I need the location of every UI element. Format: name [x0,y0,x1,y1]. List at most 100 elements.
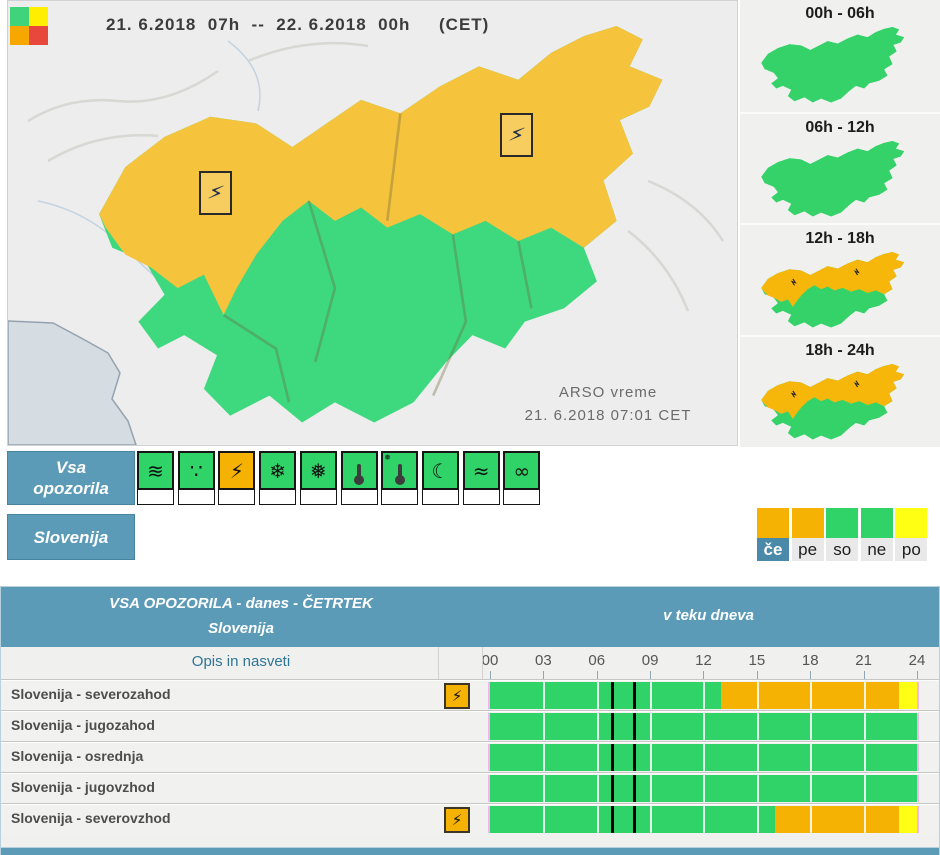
cold-icon: ❅ [381,451,419,490]
region-button[interactable]: Slovenija [7,514,135,560]
table-row: Slovenija - jugovzhod [1,772,939,804]
day-tab-pe[interactable]: pe [791,508,824,561]
day-course-title: v teku dneva [663,607,754,624]
thunderstorm-icon: ⚡ [218,451,256,490]
warning-type-tile-snow-drift[interactable]: ❅ [299,451,337,505]
interval-map-label: 00h - 06h [805,5,875,22]
interval-slovenia-map [761,140,905,217]
day-level-swatch [791,508,824,538]
current-time-mark [610,744,614,771]
wind-icon: ≋ [137,451,174,490]
row-warning-timeline [488,682,919,709]
timeline-gridline [596,713,599,740]
hour-tick [863,671,865,679]
warning-type-tile-snow[interactable]: ❄ [259,451,297,505]
timeline-gridline [756,775,759,802]
credit-source: ARSO vreme [558,384,658,401]
timeline-gridline [543,806,546,833]
legend-swatch-level-orange [10,26,29,45]
slovenia-map [99,26,663,423]
warning-type-tile-heat[interactable] [340,451,378,505]
warning-type-tile-base [259,490,297,505]
current-time-mark [610,775,614,802]
hour-label: 03 [535,652,552,669]
warning-type-tile-base [137,490,174,505]
timeline-gridline [810,713,813,740]
timeline-gridline [543,744,546,771]
hour-tick [703,671,705,679]
legend-swatch-level-red [29,26,48,45]
current-time-mark [633,713,637,740]
row-warning-timeline [488,806,919,833]
current-time-mark [610,713,614,740]
timeline-segment-orange [774,806,900,833]
adriatic-sea [8,320,137,445]
interval-slovenia-map [761,27,905,103]
row-region-label: Slovenija - severovzhod [11,810,171,826]
day-level-swatch [860,508,893,538]
warning-type-tile-wind[interactable]: ≋ [137,451,174,505]
warning-level-legend [10,7,48,45]
day-label: če [757,538,789,561]
timeline-gridline [543,682,546,709]
timeline-gridline [863,775,866,802]
warning-type-tile-thunderstorm[interactable]: ⚡ [218,451,256,505]
interval-map-label: 18h - 24h [805,341,875,359]
day-label: po [895,538,928,561]
current-time-mark [610,806,614,833]
heat-icon [340,451,378,490]
timeline-gridline [810,806,813,833]
warning-type-tile-fog[interactable]: ∞ [503,451,541,505]
table-title: VSA OPOZORILA - danes - ČETRTEK [109,595,373,612]
row-thunderstorm-icon: ⚡ [444,683,470,709]
day-label: pe [791,538,824,561]
all-warnings-button[interactable]: Vsa opozorila [7,451,135,505]
timeline-gridline [810,744,813,771]
all-warnings-label-line1: Vsa [55,458,87,477]
next-table-header-strip [0,847,940,855]
fog-icon: ∞ [503,451,541,490]
timeline-gridline [863,744,866,771]
table-row: Slovenija - jugozahod [1,710,939,742]
timeline-gridline [596,682,599,709]
thermometer-shape [394,463,405,485]
hour-tick [490,671,491,679]
hour-tick [810,671,812,679]
interval-map-cell: 00h - 06h [740,0,940,111]
thermometer-shape [354,463,364,485]
thunderstorm-icon: ⚡ [505,121,528,149]
timeline-gridline [650,775,653,802]
warning-type-tile-base [340,490,378,505]
rain-icon: ∵ [177,451,215,490]
interval-maps-panel: 00h - 06h 06h - 12h 12h - 18h 18h - 24h [740,0,940,447]
warning-type-tile-ice[interactable]: ☾ [421,451,459,505]
day-label: so [826,538,859,561]
timeline-gridline [703,775,706,802]
ice-icon: ☾ [421,451,459,490]
timeline-gridline [863,713,866,740]
row-region-label: Slovenija - jugozahod [11,717,155,733]
hour-label: 18 [801,652,819,669]
warning-type-tile-cold[interactable]: ❅ [381,451,419,505]
row-region-label: Slovenija - osrednja [11,748,144,764]
warning-type-tile-base [218,490,256,505]
day-tab-če[interactable]: če [757,508,789,561]
timeline-gridline [650,806,653,833]
day-level-swatch [826,508,859,538]
day-tab-so[interactable]: so [826,508,859,561]
credit-timestamp: 21. 6.2018 07:01 CET [524,407,692,424]
day-tab-ne[interactable]: ne [860,508,893,561]
warning-type-tile-sea[interactable]: ≈ [462,451,500,505]
hour-label: 00 [481,652,499,669]
warning-type-tile-base [299,490,337,505]
warning-type-tile-rain[interactable]: ∵ [177,451,215,505]
hour-tick [916,671,918,679]
timeline-gridline [756,744,759,771]
timeline-gridline [703,744,706,771]
interval-map-cell: 06h - 12h [740,111,940,225]
interval-slovenia-map [761,363,905,440]
day-tab-po[interactable]: po [895,508,928,561]
timeline-gridline [756,806,759,833]
row-region-label: Slovenija - severozahod [11,686,171,702]
